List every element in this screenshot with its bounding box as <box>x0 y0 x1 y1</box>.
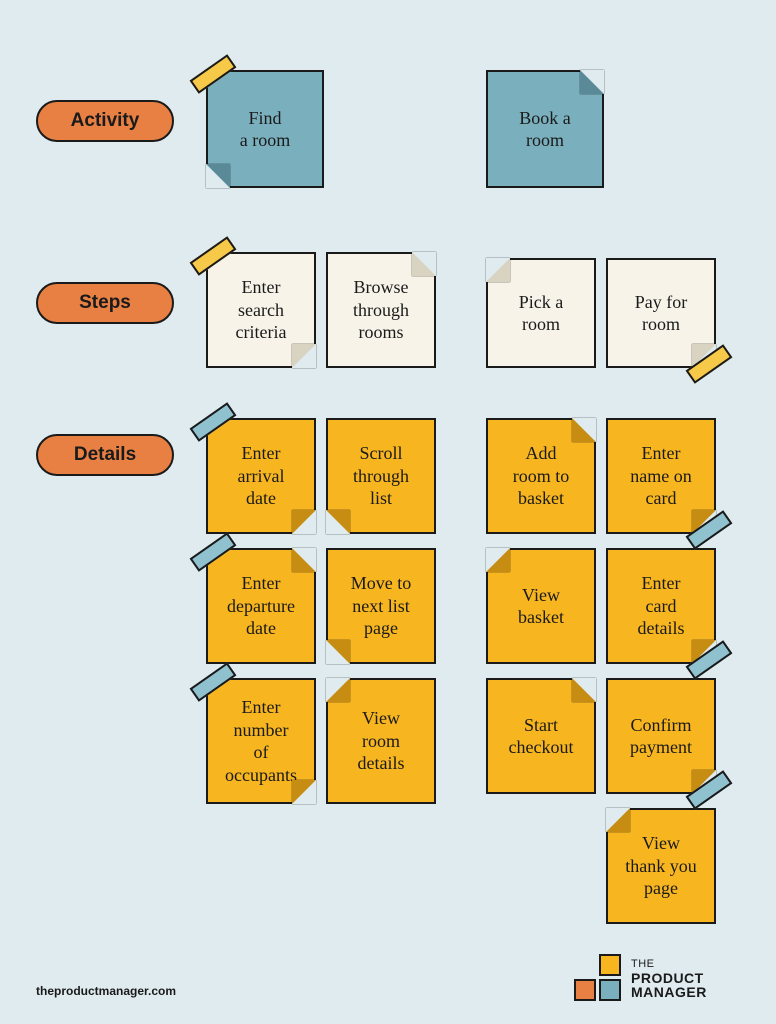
note-fold <box>572 678 596 702</box>
activity-pill: Activity <box>36 100 174 142</box>
logo-square <box>599 954 621 976</box>
details-pill: Details <box>36 434 174 476</box>
note-text: Move tonext listpage <box>351 572 412 640</box>
note-pick-room: Pick aroom <box>486 258 596 368</box>
note-text: Viewroomdetails <box>358 707 405 775</box>
note-start-checkout: Startcheckout <box>486 678 596 794</box>
note-departure-date: Enterdeparturedate <box>206 548 316 664</box>
note-text: Scrollthroughlist <box>353 442 409 510</box>
note-text: Pick aroom <box>519 291 564 336</box>
note-fold <box>326 510 350 534</box>
story-map-canvas: Activity Steps Details Finda room Book aroom… <box>0 0 776 1024</box>
note-fold <box>412 252 436 276</box>
note-fold <box>292 344 316 368</box>
logo-square <box>599 979 621 1001</box>
activity-label: Activity <box>71 110 140 132</box>
note-text: Enterarrivaldate <box>238 442 285 510</box>
note-fold <box>606 808 630 832</box>
note-fold <box>292 510 316 534</box>
note-next-page: Move tonext listpage <box>326 548 436 664</box>
note-card-details: Entercarddetails <box>606 548 716 664</box>
steps-label: Steps <box>79 292 131 314</box>
note-name-card: Entername oncard <box>606 418 716 534</box>
note-fold <box>486 548 510 572</box>
steps-pill: Steps <box>36 282 174 324</box>
logo-manager: MANAGER <box>631 984 707 1000</box>
tape <box>190 236 237 275</box>
logo-product: PRODUCT <box>631 970 704 986</box>
note-occupants: Enternumberofoccupants <box>206 678 316 804</box>
note-text: Confirmpayment <box>630 714 692 759</box>
tape <box>190 402 237 441</box>
note-view-details: Viewroomdetails <box>326 678 436 804</box>
note-fold <box>292 548 316 572</box>
note-find-room: Finda room <box>206 70 324 188</box>
tape <box>190 532 237 571</box>
note-book-room: Book aroom <box>486 70 604 188</box>
note-fold <box>292 780 316 804</box>
logo-the: THE <box>631 958 655 970</box>
logo-text: THEPRODUCTMANAGER <box>631 955 707 1000</box>
note-text: Enternumberofoccupants <box>225 696 297 786</box>
footer-url: theproductmanager.com <box>36 984 176 998</box>
note-view-basket: Viewbasket <box>486 548 596 664</box>
brand-logo: THEPRODUCTMANAGER <box>574 954 707 1001</box>
note-text: Enterdeparturedate <box>227 572 295 640</box>
note-fold <box>486 258 510 282</box>
note-fold <box>326 678 350 702</box>
note-fold <box>326 640 350 664</box>
logo-square <box>574 979 596 1001</box>
note-text: Finda room <box>240 107 290 152</box>
note-add-basket: Addroom tobasket <box>486 418 596 534</box>
note-confirm-pay: Confirmpayment <box>606 678 716 794</box>
note-text: Pay forroom <box>635 291 688 336</box>
note-text: Entername oncard <box>630 442 691 510</box>
note-arrival-date: Enterarrivaldate <box>206 418 316 534</box>
note-text: Viewbasket <box>518 584 564 629</box>
note-fold <box>580 70 604 94</box>
note-text: Addroom tobasket <box>513 442 570 510</box>
note-text: Entercarddetails <box>638 572 685 640</box>
note-fold <box>572 418 596 442</box>
note-scroll-list: Scrollthroughlist <box>326 418 436 534</box>
note-text: Startcheckout <box>509 714 574 759</box>
logo-squares <box>574 954 621 1001</box>
note-browse-rooms: Browsethroughrooms <box>326 252 436 368</box>
note-text: Entersearchcriteria <box>236 276 287 344</box>
note-fold <box>206 164 230 188</box>
note-enter-criteria: Entersearchcriteria <box>206 252 316 368</box>
note-thank-you: Viewthank youpage <box>606 808 716 924</box>
details-label: Details <box>74 444 136 466</box>
note-pay-room: Pay forroom <box>606 258 716 368</box>
tape <box>190 54 237 93</box>
note-text: Book aroom <box>519 107 571 152</box>
note-text: Browsethroughrooms <box>353 276 409 344</box>
note-text: Viewthank youpage <box>625 832 697 900</box>
